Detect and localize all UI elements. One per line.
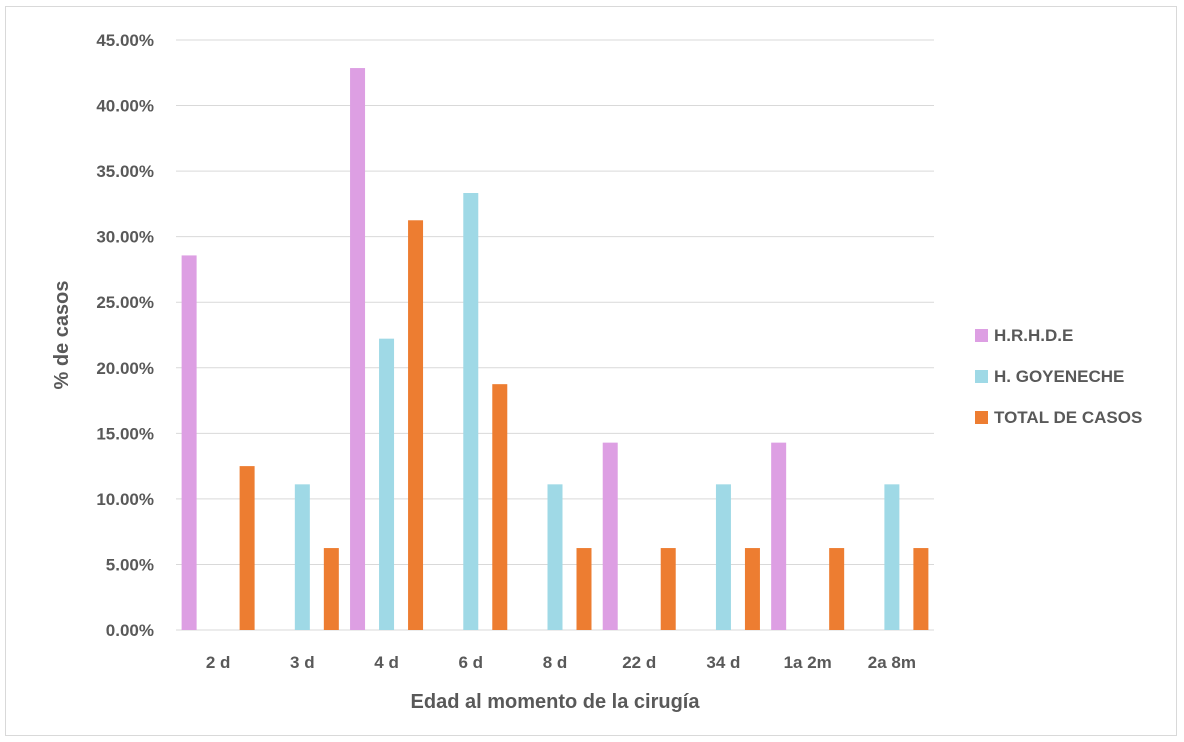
bar <box>492 384 508 630</box>
y-tick-label: 40.00% <box>96 97 154 116</box>
y-tick-label: 10.00% <box>96 490 154 509</box>
bars <box>181 68 929 631</box>
x-tick-label: 2a 8m <box>868 653 916 672</box>
legend-label: H.R.H.D.E <box>994 326 1073 345</box>
y-tick-label: 35.00% <box>96 162 154 181</box>
legend-swatch <box>975 411 988 424</box>
legend-label: TOTAL DE CASOS <box>994 408 1142 427</box>
y-tick-label: 20.00% <box>96 359 154 378</box>
x-axis-ticks: 2 d 3 d 4 d 6 d 8 d 22 d 34 d 1a 2m 2a 8m <box>206 653 916 672</box>
y-axis-ticks: 0.00% 5.00% 10.00% 15.00% 20.00% 25.00% 30.00%… <box>96 31 154 640</box>
legend-swatch <box>975 370 988 383</box>
bar <box>829 548 845 630</box>
bar <box>913 548 929 630</box>
bar <box>744 548 760 630</box>
bar <box>715 484 731 630</box>
y-axis-title: % de casos <box>51 281 73 390</box>
bar <box>602 442 618 630</box>
x-axis-title: Edad al momento de la cirugía <box>411 691 701 713</box>
y-tick-label: 0.00% <box>106 621 154 640</box>
y-tick-label: 15.00% <box>96 424 154 443</box>
y-tick-label: 45.00% <box>96 31 154 50</box>
x-tick-label: 22 d <box>622 653 656 672</box>
x-tick-label: 4 d <box>374 653 399 672</box>
bar <box>294 484 310 630</box>
legend-label: H. GOYENECHE <box>994 367 1124 386</box>
x-tick-label: 34 d <box>706 653 740 672</box>
bar <box>884 484 900 630</box>
bar <box>660 548 676 630</box>
bar <box>408 220 424 630</box>
x-tick-label: 3 d <box>290 653 315 672</box>
bar <box>323 548 339 630</box>
y-tick-label: 25.00% <box>96 293 154 312</box>
y-tick-label: 30.00% <box>96 228 154 247</box>
x-tick-label: 1a 2m <box>784 653 832 672</box>
bar <box>463 193 479 631</box>
legend: H.R.H.D.E H. GOYENECHE TOTAL DE CASOS <box>975 326 1142 427</box>
bar <box>547 484 563 630</box>
legend-swatch <box>975 329 988 342</box>
y-tick-label: 5.00% <box>106 555 154 574</box>
bar <box>379 338 395 630</box>
x-tick-label: 6 d <box>458 653 483 672</box>
x-tick-label: 8 d <box>543 653 568 672</box>
bar <box>771 442 787 630</box>
bar <box>181 255 197 630</box>
bar <box>576 548 592 630</box>
bar <box>350 68 366 630</box>
x-tick-label: 2 d <box>206 653 231 672</box>
bar <box>239 466 255 630</box>
